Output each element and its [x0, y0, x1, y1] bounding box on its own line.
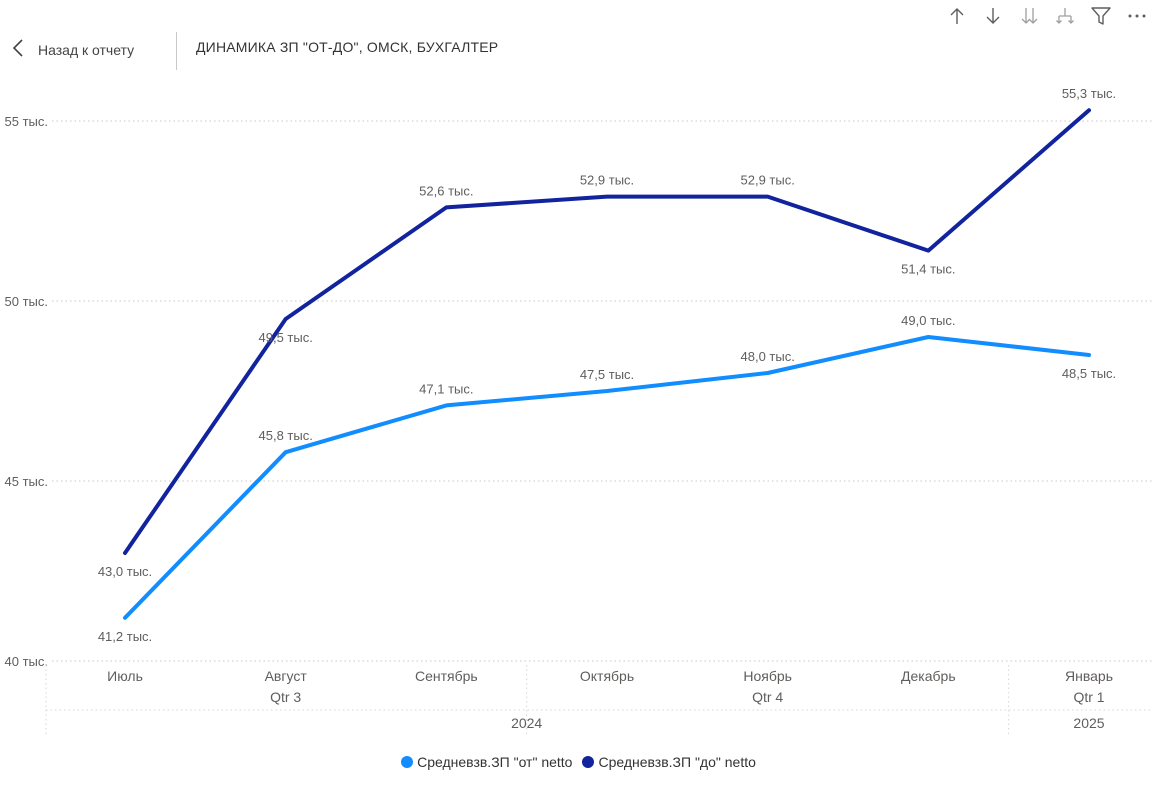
expand-hierarchy-icon[interactable] [1053, 4, 1077, 28]
series-from-data-label: 41,2 тыс. [98, 629, 152, 644]
arrow-up-icon[interactable] [945, 4, 969, 28]
y-tick-label: 40 тыс. [5, 654, 48, 669]
legend-label-from: Средневзв.ЗП "от" netto [417, 754, 573, 770]
series-from-data-label: 47,1 тыс. [419, 381, 473, 396]
back-to-report-button[interactable]: Назад к отчету [12, 36, 134, 64]
x-tick-label: Январь [1065, 668, 1113, 684]
x-tick-label: Октябрь [580, 668, 634, 684]
x-tick-label: Июль [107, 668, 143, 684]
visual-toolbar [945, 2, 1149, 30]
legend-label-to: Средневзв.ЗП "до" netto [598, 754, 756, 770]
y-tick-label: 50 тыс. [5, 294, 48, 309]
year-label: 2025 [1073, 715, 1104, 731]
x-tick-label: Август [265, 668, 308, 684]
double-arrow-down-icon[interactable] [1017, 4, 1041, 28]
quarter-label: Qtr 3 [270, 689, 301, 705]
series-from-data-label: 48,5 тыс. [1062, 366, 1116, 381]
series-to-line [123, 108, 1091, 555]
series-from-data-label: 49,0 тыс. [901, 313, 955, 328]
series-from-line [123, 335, 1091, 620]
series-from-data-label: 47,5 тыс. [580, 367, 634, 382]
back-label: Назад к отчету [38, 42, 135, 58]
x-tick-label: Ноябрь [743, 668, 792, 684]
header-divider [176, 32, 177, 70]
y-tick-label: 45 тыс. [5, 474, 48, 489]
y-tick-label: 55 тыс. [5, 114, 48, 129]
series-to-data-label: 55,3 тыс. [1062, 86, 1116, 101]
series-to-data-label: 51,4 тыс. [901, 262, 955, 277]
series-from-data-label: 45,8 тыс. [259, 428, 313, 443]
more-options-icon[interactable] [1125, 4, 1149, 28]
quarter-label: Qtr 1 [1073, 689, 1104, 705]
drillthrough-header: Назад к отчету ДИНАМИКА ЗП "ОТ-ДО", ОМСК… [0, 30, 1157, 70]
series-to-data-label: 43,0 тыс. [98, 564, 152, 579]
x-tick-label: Сентябрь [415, 668, 478, 684]
x-tick-label: Декабрь [901, 668, 956, 684]
chevron-left-icon [12, 38, 24, 62]
series-to-data-label: 52,6 тыс. [419, 183, 473, 198]
legend-marker-from [401, 756, 414, 768]
series-from-data-label: 48,0 тыс. [741, 349, 795, 364]
series-to-data-label: 49,5 тыс. [259, 330, 313, 345]
legend-marker-to [582, 756, 595, 768]
arrow-down-icon[interactable] [981, 4, 1005, 28]
series-to-data-label: 52,9 тыс. [580, 173, 634, 188]
filter-icon[interactable] [1089, 4, 1113, 28]
page-title: ДИНАМИКА ЗП "ОТ-ДО", ОМСК, БУХГАЛТЕР [196, 39, 499, 55]
series-to-data-label: 52,9 тыс. [741, 173, 795, 188]
chart-legend: Средневзв.ЗП "от" netto Средневзв.ЗП "до… [0, 754, 1157, 770]
legend-item-from[interactable]: Средневзв.ЗП "от" netto [401, 754, 572, 770]
legend-item-to[interactable]: Средневзв.ЗП "до" netto [582, 754, 756, 770]
year-label: 2024 [511, 715, 542, 731]
quarter-label: Qtr 4 [752, 689, 783, 705]
